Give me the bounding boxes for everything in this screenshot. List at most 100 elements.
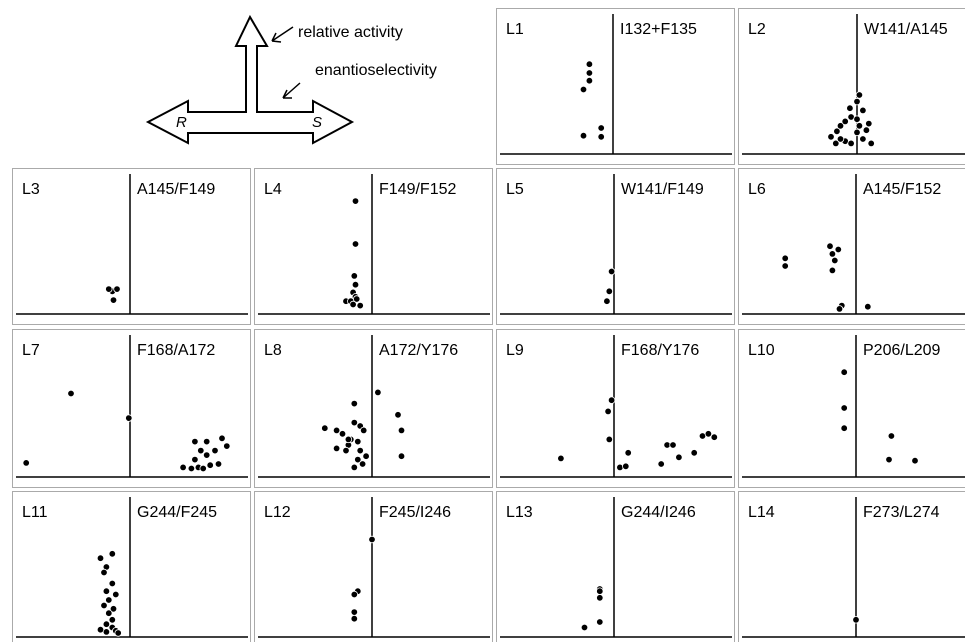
data-point: [350, 399, 358, 408]
data-point: [350, 418, 358, 427]
panel-label: L9: [506, 342, 524, 359]
data-point: [669, 441, 677, 449]
data-point: [828, 250, 837, 258]
data-point: [840, 404, 848, 412]
data-point: [187, 464, 196, 473]
data-point: [197, 446, 205, 455]
data-point: [624, 449, 632, 457]
data-point: [349, 300, 357, 309]
panel-label: L3: [22, 181, 40, 198]
panel-frame: [12, 329, 251, 488]
panel-positions: F273/L274: [863, 504, 940, 521]
panel-positions: A172/Y176: [379, 342, 458, 359]
data-point: [350, 608, 358, 616]
data-point: [865, 119, 873, 128]
panel-label: L11: [22, 504, 48, 521]
data-point: [105, 285, 113, 293]
data-point: [102, 620, 111, 628]
data-point: [332, 426, 341, 435]
data-point: [603, 297, 611, 305]
data-point: [350, 463, 358, 472]
data-point: [862, 126, 871, 134]
panel-frame: [496, 491, 735, 642]
data-point: [828, 266, 837, 275]
panel-frame: [738, 168, 965, 325]
data-point: [344, 435, 353, 444]
data-point: [607, 267, 616, 276]
data-point: [859, 135, 867, 143]
data-point: [853, 128, 861, 137]
panel-frame: [496, 8, 735, 165]
data-point: [833, 127, 841, 135]
panel-l8: L8 A172/Y176: [254, 329, 493, 488]
data-point: [358, 460, 367, 468]
data-point: [885, 455, 893, 464]
data-point: [579, 131, 588, 140]
data-point: [585, 76, 594, 85]
data-point: [67, 389, 75, 398]
panel-l4: L4 F149/F152: [254, 168, 493, 325]
data-point: [835, 305, 844, 313]
data-point: [840, 424, 848, 432]
panel-positions: P206/L209: [863, 342, 941, 359]
panel-frame: [12, 168, 251, 325]
data-point: [836, 122, 845, 130]
enantioselectivity-arrow-icon: [282, 82, 301, 99]
data-point: [338, 430, 347, 438]
panel-label: L2: [748, 21, 766, 38]
panel-l3: L3 A145/F149: [12, 168, 251, 325]
data-point: [781, 254, 789, 262]
data-point: [622, 462, 630, 470]
data-point: [855, 91, 864, 99]
data-point: [374, 388, 382, 397]
panel-label: L13: [506, 504, 533, 521]
data-point: [199, 464, 207, 473]
panel-frame: [254, 491, 493, 642]
data-point: [887, 432, 896, 440]
data-point: [585, 69, 594, 77]
panel-positions: F245/I246: [379, 504, 451, 521]
panel-l5: L5 W141/F149: [496, 168, 735, 325]
data-point: [394, 411, 402, 419]
data-point: [596, 618, 604, 626]
data-point: [351, 197, 360, 205]
data-point: [112, 590, 120, 599]
data-point: [211, 446, 219, 455]
data-point: [710, 433, 718, 441]
panel-label: L10: [748, 342, 775, 359]
data-point: [113, 285, 121, 293]
data-point: [105, 596, 113, 604]
data-point: [202, 437, 211, 446]
data-point: [832, 139, 840, 148]
data-point: [206, 461, 214, 469]
legend-axes-icon: [145, 14, 355, 145]
data-point: [605, 435, 613, 444]
data-point: [597, 124, 605, 132]
panel-label: L12: [264, 504, 291, 521]
panel-l13: L13 G244/I246: [496, 491, 735, 642]
data-point: [368, 535, 376, 544]
data-point: [853, 115, 861, 123]
data-point: [96, 626, 105, 634]
data-point: [22, 459, 30, 467]
panel-positions: F149/F152: [379, 181, 456, 198]
legend-r-label: R: [176, 114, 187, 131]
panel-frame: [496, 168, 735, 325]
data-point: [864, 303, 872, 311]
panel-l1: L1 I132+F135: [496, 8, 735, 165]
data-point: [218, 434, 226, 442]
panel-positions: W141/F149: [621, 181, 704, 198]
data-point: [114, 629, 122, 637]
panel-l9: L9 F168/Y176: [496, 329, 735, 488]
data-point: [102, 587, 111, 595]
panel-frame: [496, 329, 735, 488]
panel-l6: L6 A145/F152: [738, 168, 965, 325]
data-point: [351, 240, 360, 248]
data-point: [597, 133, 605, 141]
data-point: [580, 623, 589, 632]
panel-positions: I132+F135: [620, 21, 697, 38]
panel-l7: L7 F168/A172: [12, 329, 251, 488]
data-point: [96, 554, 105, 562]
data-point: [356, 301, 364, 310]
